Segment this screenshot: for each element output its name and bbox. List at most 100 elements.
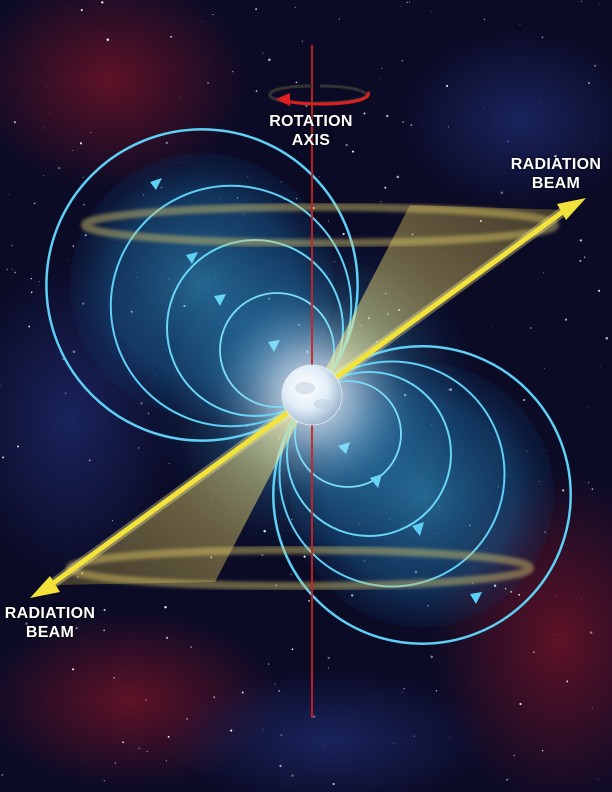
background-star bbox=[279, 764, 282, 768]
background-star bbox=[597, 778, 599, 780]
background-star bbox=[403, 688, 405, 690]
background-star bbox=[332, 783, 335, 785]
background-star bbox=[88, 459, 91, 462]
background-star bbox=[212, 13, 214, 16]
background-star bbox=[82, 176, 84, 179]
background-star bbox=[435, 690, 438, 692]
background-star bbox=[13, 121, 16, 124]
field-line bbox=[294, 380, 402, 488]
background-star bbox=[165, 141, 168, 145]
background-star bbox=[351, 150, 355, 153]
background-star bbox=[591, 707, 594, 709]
nebula-cloud bbox=[0, 0, 250, 190]
background-star bbox=[338, 18, 341, 20]
background-star bbox=[68, 259, 70, 261]
background-star bbox=[593, 64, 597, 67]
background-star bbox=[178, 97, 180, 99]
background-star bbox=[28, 325, 31, 328]
nebula-cloud bbox=[170, 670, 490, 792]
radiation-beams bbox=[30, 198, 586, 598]
background-star bbox=[14, 271, 16, 274]
background-star bbox=[301, 40, 303, 42]
background-star bbox=[430, 655, 433, 659]
background-star bbox=[282, 123, 284, 125]
background-star bbox=[30, 277, 32, 280]
background-star bbox=[58, 167, 61, 170]
background-star bbox=[42, 127, 44, 129]
background-star bbox=[533, 651, 535, 653]
background-star bbox=[322, 746, 324, 748]
background-star bbox=[30, 291, 33, 294]
background-star bbox=[543, 367, 546, 370]
background-star bbox=[138, 747, 140, 749]
background-star bbox=[596, 140, 597, 142]
field-direction-arrow bbox=[338, 442, 350, 454]
background-star bbox=[413, 735, 415, 737]
background-star bbox=[305, 104, 308, 108]
background-star bbox=[598, 289, 601, 292]
background-star bbox=[165, 760, 168, 762]
background-star bbox=[75, 627, 78, 630]
background-star bbox=[448, 126, 449, 128]
background-star bbox=[591, 488, 594, 490]
background-star bbox=[589, 631, 593, 634]
cone-rim-upper bbox=[81, 203, 559, 247]
background-star bbox=[327, 667, 329, 669]
background-star bbox=[255, 8, 257, 10]
background-star bbox=[579, 239, 583, 242]
rotation-arrowhead bbox=[276, 93, 290, 106]
background-star bbox=[274, 683, 277, 685]
background-star bbox=[363, 112, 366, 115]
background-star bbox=[554, 154, 557, 158]
background-star bbox=[308, 599, 310, 602]
background-star bbox=[186, 718, 188, 720]
background-star bbox=[430, 11, 432, 13]
background-star bbox=[384, 186, 387, 189]
background-star bbox=[2, 456, 5, 459]
background-star bbox=[146, 750, 148, 752]
background-star bbox=[49, 113, 51, 115]
background-star bbox=[190, 646, 192, 648]
field-direction-arrow bbox=[150, 178, 162, 190]
background-star bbox=[291, 648, 294, 651]
background-star bbox=[554, 633, 556, 635]
background-star bbox=[111, 520, 114, 522]
background-star bbox=[312, 715, 316, 718]
background-star bbox=[290, 573, 292, 575]
background-star bbox=[564, 318, 568, 321]
background-star bbox=[555, 596, 557, 598]
background-star bbox=[291, 774, 294, 777]
background-star bbox=[402, 121, 405, 124]
background-star bbox=[80, 9, 83, 12]
field-direction-arrow bbox=[412, 522, 424, 536]
background-star bbox=[241, 691, 244, 694]
background-star bbox=[113, 676, 116, 679]
background-star bbox=[102, 29, 104, 30]
background-star bbox=[262, 52, 264, 54]
field-line bbox=[219, 292, 335, 408]
radiation-beam-upper bbox=[310, 205, 570, 398]
background-star bbox=[588, 82, 590, 84]
background-star bbox=[268, 58, 271, 62]
radiation-beam-label-bottom-line1: RADIATION bbox=[4, 605, 96, 622]
background-star bbox=[378, 112, 380, 114]
background-star bbox=[562, 489, 565, 492]
background-star bbox=[46, 697, 48, 699]
background-star bbox=[580, 0, 583, 3]
background-star bbox=[600, 365, 601, 367]
field-direction-arrow bbox=[268, 340, 280, 352]
star-surface-mark bbox=[314, 399, 330, 409]
background-star bbox=[483, 18, 486, 21]
background-star bbox=[345, 143, 348, 147]
background-star bbox=[179, 790, 181, 792]
background-star bbox=[400, 5, 401, 7]
background-star bbox=[586, 407, 588, 408]
background-star bbox=[231, 70, 234, 73]
background-star bbox=[1, 773, 4, 776]
radiation-beam-label-top-line2: BEAM bbox=[531, 175, 581, 192]
rotation-axis-label: ROTATION AXIS bbox=[246, 112, 376, 150]
background-star bbox=[71, 149, 74, 152]
background-star bbox=[145, 699, 147, 701]
